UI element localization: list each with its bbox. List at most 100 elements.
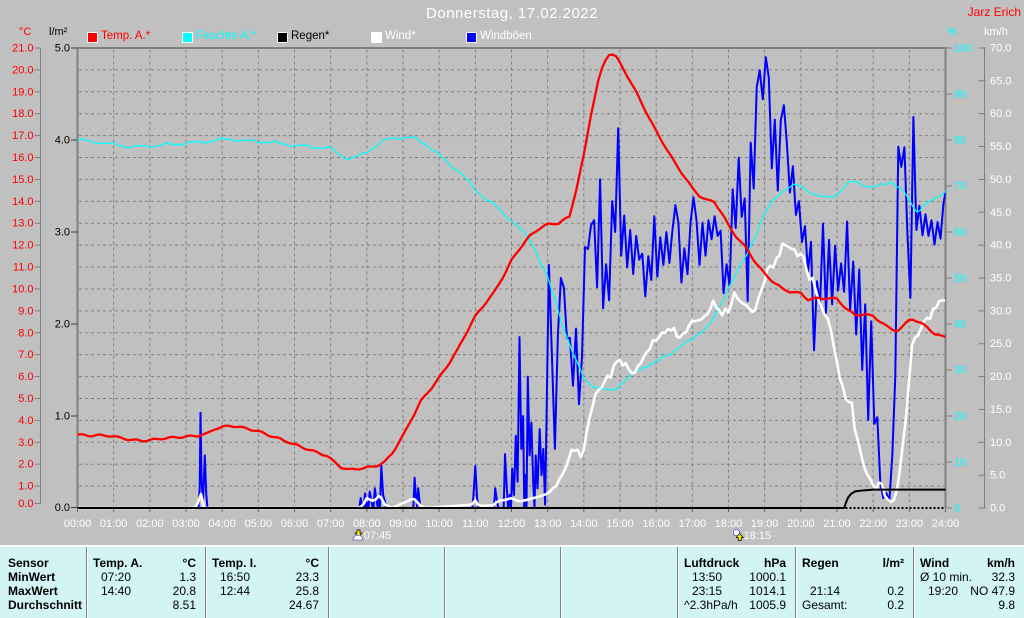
wind-tick-label: 50.0 (990, 174, 1011, 186)
table-cell-left: Wind (920, 556, 950, 570)
rain-tick-label: 2.0 (55, 319, 70, 331)
table-cell: 24.67 (205, 598, 328, 612)
humidity-tick-label: 40 (954, 319, 966, 331)
wind-tick-label: 10.0 (990, 437, 1011, 449)
time-tick-label: 01:00 (100, 518, 128, 530)
time-tick-label: 04:00 (208, 518, 236, 530)
humidity-tick-label: 100 (954, 43, 972, 55)
table-cell-right: NO 47.9 (970, 584, 1015, 598)
table-cell-left: ^2.3hPa/h (684, 598, 738, 612)
wind-tick-label: 65.0 (990, 75, 1011, 87)
legend-swatch (87, 32, 98, 43)
table-cell-left: Temp. A. (93, 556, 143, 570)
legend-swatch (182, 32, 193, 43)
temp-tick-label: 15.0 (12, 174, 33, 186)
table-cell: 23:15 1014.1 (677, 584, 795, 598)
rain-tick-label: 1.0 (55, 411, 70, 423)
table-separator (795, 547, 796, 618)
wind-tick-label: 35.0 (990, 273, 1011, 285)
chart-panel: Donnerstag, 17.02.2022 Jarz Erich °C l/m… (0, 0, 1024, 545)
table-cell-right: 23.3 (295, 570, 319, 584)
wind-tick-label: 5.0 (990, 470, 1005, 482)
table-separator (205, 547, 206, 618)
time-tick-label: 08:00 (353, 518, 381, 530)
table-cell-left: 07:20 (101, 570, 132, 584)
table-separator-highlight (914, 547, 915, 618)
time-tick-label: 12:00 (498, 518, 526, 530)
table-cell: 9.8 (913, 598, 1024, 612)
humidity-tick-label: 80 (954, 135, 966, 147)
humidity-tick-label: 0 (954, 503, 960, 515)
rain-axis: 5.0 4.0 3.0 2.0 1.0 0.0 (55, 43, 78, 514)
wind-tick-label: 60.0 (990, 108, 1011, 120)
rain-tick-label: 0.0 (55, 502, 70, 514)
time-tick-label: 07:00 (317, 518, 345, 530)
table-cell-right: 1005.9 (749, 598, 786, 612)
time-tick-label: 20:00 (787, 518, 815, 530)
table-cell: Regen l/m² (795, 556, 913, 570)
humidity-tick-label: 50 (954, 273, 966, 285)
curve-regen (77, 488, 946, 509)
temp-axis: 21.0 20.0 19.0 18.0 17.0 16.0 15.0 14.0 13.0 12.0… (12, 43, 41, 510)
time-tick-label: 10:00 (425, 518, 453, 530)
table-cell: 13:50 1000.1 (677, 570, 795, 584)
temp-tick-label: 12.0 (12, 240, 33, 252)
time-tick-label: 17:00 (679, 518, 707, 530)
time-tick-label: 09:00 (389, 518, 417, 530)
table-row-label: MinWert (8, 570, 56, 584)
table-cell-right: hPa (763, 556, 786, 570)
temp-tick-label: 17.0 (12, 130, 33, 142)
table-separator-highlight (87, 547, 88, 618)
wind-tick-label: 20.0 (990, 371, 1011, 383)
table-cell: Gesamt: 0.2 (795, 598, 913, 612)
table-cell: Luftdruck hPa (677, 556, 795, 570)
table-cell-right: km/h (986, 556, 1015, 570)
table-cell-left: 13:50 (692, 570, 723, 584)
time-tick-label: 03:00 (172, 518, 200, 530)
wind-tick-label: 0.0 (990, 503, 1005, 515)
table-separator-highlight (206, 547, 207, 618)
table-cell-right: l/m² (882, 556, 904, 570)
table-separator-highlight (329, 547, 330, 618)
table-cell-right: 25.8 (295, 584, 319, 598)
table-cell: Temp. A. °C (86, 556, 205, 570)
humidity-axis-title: % (947, 26, 957, 38)
humidity-tick-label: 30 (954, 365, 966, 377)
table-cell-left: 14:40 (101, 584, 132, 598)
temp-tick-label: 13.0 (12, 218, 33, 230)
legend-label: Regen* (291, 30, 330, 42)
temp-tick-label: 19.0 (12, 86, 33, 98)
wind-axis-title: km/h (984, 26, 1008, 38)
humidity-tick-label: 70 (954, 181, 966, 193)
wind-tick-label: 40.0 (990, 240, 1011, 252)
table-separator-highlight (445, 547, 446, 618)
table-separator (328, 547, 329, 618)
rain-tick-label: 3.0 (55, 227, 70, 239)
gridlines (79, 49, 944, 507)
table-separator (86, 547, 87, 618)
table-cell: 16:50 23.3 (205, 570, 328, 584)
curve-feuchte-a- (77, 136, 946, 391)
table-cell: 07:20 1.3 (86, 570, 205, 584)
table-cell-left: Ø 10 min. (920, 570, 973, 584)
table-cell-right: 24.67 (288, 598, 319, 612)
wind-tick-label: 70.0 (990, 43, 1011, 55)
legend-label: Temp. A.* (101, 30, 151, 42)
temp-tick-label: 8.0 (18, 327, 33, 339)
table-cell: 14:40 20.8 (86, 584, 205, 598)
curve-temp-a- (77, 53, 946, 471)
table-cell: 19:20 NO 47.9 (913, 584, 1024, 598)
time-tick-label: 11:00 (462, 518, 489, 530)
time-tick-label: 13:00 (534, 518, 562, 530)
table-cell: Ø 10 min. 32.3 (913, 570, 1024, 584)
wind-axis: 70.0 65.0 60.0 55.0 50.0 45.0 40.0 35.0 30.0 25.0… (978, 43, 1011, 515)
legend-label: Feuchte A.* (196, 30, 256, 42)
plot-area: 21.0 20.0 19.0 18.0 17.0 16.0 15.0 14.0 13.0 12.0… (12, 43, 1011, 531)
table-cell-left: 16:50 (220, 570, 251, 584)
time-tick-label: 06:00 (281, 518, 309, 530)
table-cell-right: 1014.1 (749, 584, 786, 598)
time-tick-label: 18:00 (715, 518, 743, 530)
humidity-tick-label: 20 (954, 411, 966, 423)
legend-swatch (466, 32, 477, 43)
